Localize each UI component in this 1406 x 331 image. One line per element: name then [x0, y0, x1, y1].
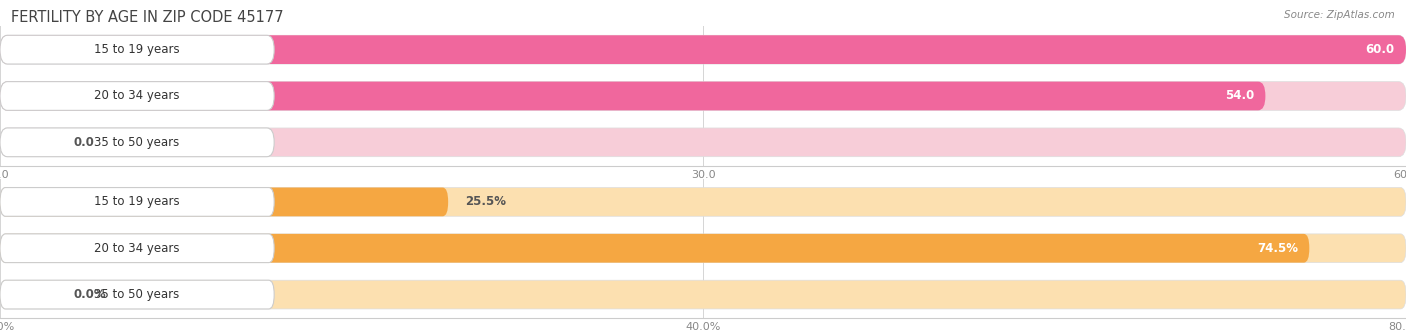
FancyBboxPatch shape: [0, 188, 449, 216]
FancyBboxPatch shape: [0, 234, 1309, 262]
FancyBboxPatch shape: [0, 82, 1406, 110]
Text: 0.0%: 0.0%: [73, 288, 105, 301]
Text: 25.5%: 25.5%: [465, 195, 506, 209]
Text: 74.5%: 74.5%: [1257, 242, 1298, 255]
FancyBboxPatch shape: [0, 188, 274, 216]
Text: 35 to 50 years: 35 to 50 years: [94, 288, 180, 301]
FancyBboxPatch shape: [0, 35, 274, 64]
FancyBboxPatch shape: [0, 35, 1406, 64]
Text: 60.0: 60.0: [1365, 43, 1395, 56]
FancyBboxPatch shape: [0, 128, 274, 157]
FancyBboxPatch shape: [0, 234, 274, 262]
FancyBboxPatch shape: [0, 280, 1406, 309]
Text: 54.0: 54.0: [1225, 89, 1254, 103]
FancyBboxPatch shape: [0, 188, 1406, 216]
FancyBboxPatch shape: [0, 35, 1406, 64]
FancyBboxPatch shape: [0, 128, 1406, 157]
Text: 20 to 34 years: 20 to 34 years: [94, 242, 180, 255]
FancyBboxPatch shape: [0, 234, 1406, 262]
Text: Source: ZipAtlas.com: Source: ZipAtlas.com: [1284, 10, 1395, 20]
Text: 15 to 19 years: 15 to 19 years: [94, 43, 180, 56]
FancyBboxPatch shape: [0, 128, 56, 157]
FancyBboxPatch shape: [0, 280, 56, 309]
FancyBboxPatch shape: [0, 82, 1265, 110]
Text: 15 to 19 years: 15 to 19 years: [94, 195, 180, 209]
Text: 0.0: 0.0: [73, 136, 94, 149]
Text: FERTILITY BY AGE IN ZIP CODE 45177: FERTILITY BY AGE IN ZIP CODE 45177: [11, 10, 284, 25]
Text: 20 to 34 years: 20 to 34 years: [94, 89, 180, 103]
FancyBboxPatch shape: [0, 280, 274, 309]
FancyBboxPatch shape: [0, 82, 274, 110]
Text: 35 to 50 years: 35 to 50 years: [94, 136, 180, 149]
